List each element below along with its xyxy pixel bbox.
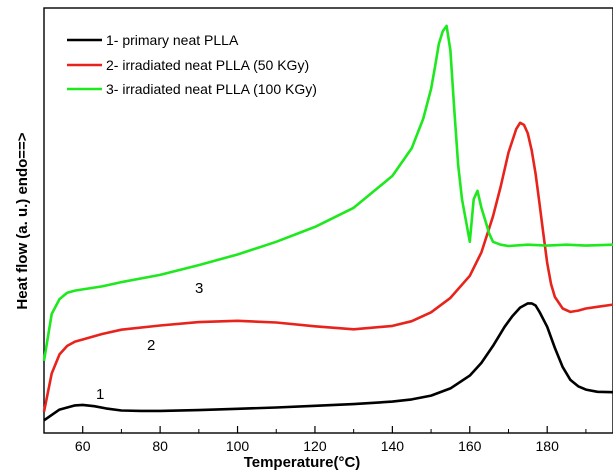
legend-label-3: 3- irradiated neat PLLA (100 KGy): [106, 81, 317, 97]
series-2-line: [42, 121, 613, 413]
x-tick-label-180: 180: [536, 438, 560, 454]
plot-frame: [43, 7, 613, 434]
x-axis-ticks: 60 80 100 120 140 160 180: [43, 426, 587, 454]
series-3-line: [42, 24, 613, 362]
x-axis-title: Temperature(°C): [244, 454, 361, 471]
legend-label-2: 2- irradiated neat PLLA (50 KGy): [106, 57, 309, 73]
legend-label-1: 1- primary neat PLLA: [106, 32, 239, 48]
curve-label-2: 2: [147, 337, 155, 354]
curve-label-1: 1: [96, 386, 104, 403]
legend: 1- primary neat PLLA 2- irradiated neat …: [67, 32, 317, 97]
curve-label-3: 3: [195, 280, 203, 297]
x-tick-label-100: 100: [226, 438, 250, 454]
series-1-line: [43, 302, 613, 422]
y-axis-title: Heat flow (a. u.) endo==>: [14, 132, 31, 309]
curves: [42, 24, 613, 422]
x-tick-label-120: 120: [303, 438, 327, 454]
x-tick-label-60: 60: [75, 438, 91, 454]
x-tick-label-140: 140: [381, 438, 405, 454]
x-tick-label-80: 80: [152, 438, 168, 454]
x-tick-label-160: 160: [458, 438, 482, 454]
